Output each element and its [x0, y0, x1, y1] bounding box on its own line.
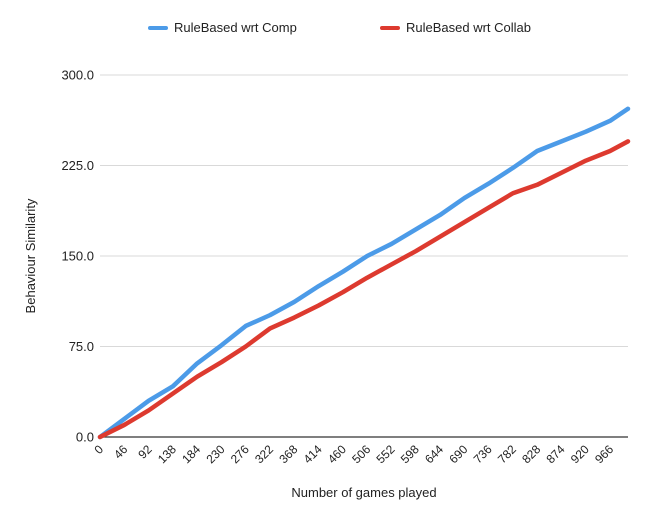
legend: RuleBased wrt Comp RuleBased wrt Collab — [148, 20, 531, 35]
x-tick-label: 920 — [568, 442, 592, 466]
x-tick-label: 966 — [592, 442, 616, 466]
x-tick-label: 506 — [349, 442, 373, 466]
x-tick-label: 0 — [91, 442, 106, 457]
y-tick-label: 0.0 — [76, 430, 94, 445]
x-axis-title: Number of games played — [291, 485, 436, 500]
x-tick-label: 138 — [155, 442, 179, 466]
y-tick-label: 75.0 — [69, 339, 94, 354]
x-tick-label: 598 — [398, 442, 422, 466]
x-tick-label: 460 — [325, 442, 349, 466]
x-tick-label: 92 — [135, 442, 155, 462]
y-axis-ticks: 0.0 75.0 150.0 225.0 300.0 — [61, 68, 94, 445]
x-tick-label: 736 — [471, 442, 495, 466]
x-tick-label: 230 — [203, 442, 227, 466]
x-tick-label: 368 — [276, 442, 300, 466]
series-line-1 — [97, 106, 631, 440]
x-tick-label: 322 — [252, 442, 276, 466]
x-tick-label: 690 — [446, 442, 470, 466]
legend-label: RuleBased wrt Comp — [174, 20, 297, 35]
series-group — [97, 106, 631, 440]
x-tick-label: 414 — [301, 442, 325, 466]
y-tick-label: 150.0 — [61, 249, 94, 264]
series-line-2 — [97, 139, 631, 440]
x-tick-label: 644 — [422, 442, 446, 466]
legend-label: RuleBased wrt Collab — [406, 20, 531, 35]
x-tick-label: 46 — [111, 442, 131, 462]
x-tick-label: 276 — [228, 442, 252, 466]
x-tick-label: 874 — [544, 442, 568, 466]
y-tick-label: 225.0 — [61, 158, 94, 173]
y-tick-label: 300.0 — [61, 68, 94, 83]
x-tick-label: 828 — [519, 442, 543, 466]
x-tick-label: 184 — [179, 442, 203, 466]
x-tick-label: 782 — [495, 442, 519, 466]
x-tick-label: 552 — [374, 442, 398, 466]
x-axis-ticks: 0 46 92 138 184 230 276 322 368 414 460 506 552 598 64… — [91, 442, 616, 466]
y-axis-title: Behaviour Similarity — [23, 198, 38, 313]
